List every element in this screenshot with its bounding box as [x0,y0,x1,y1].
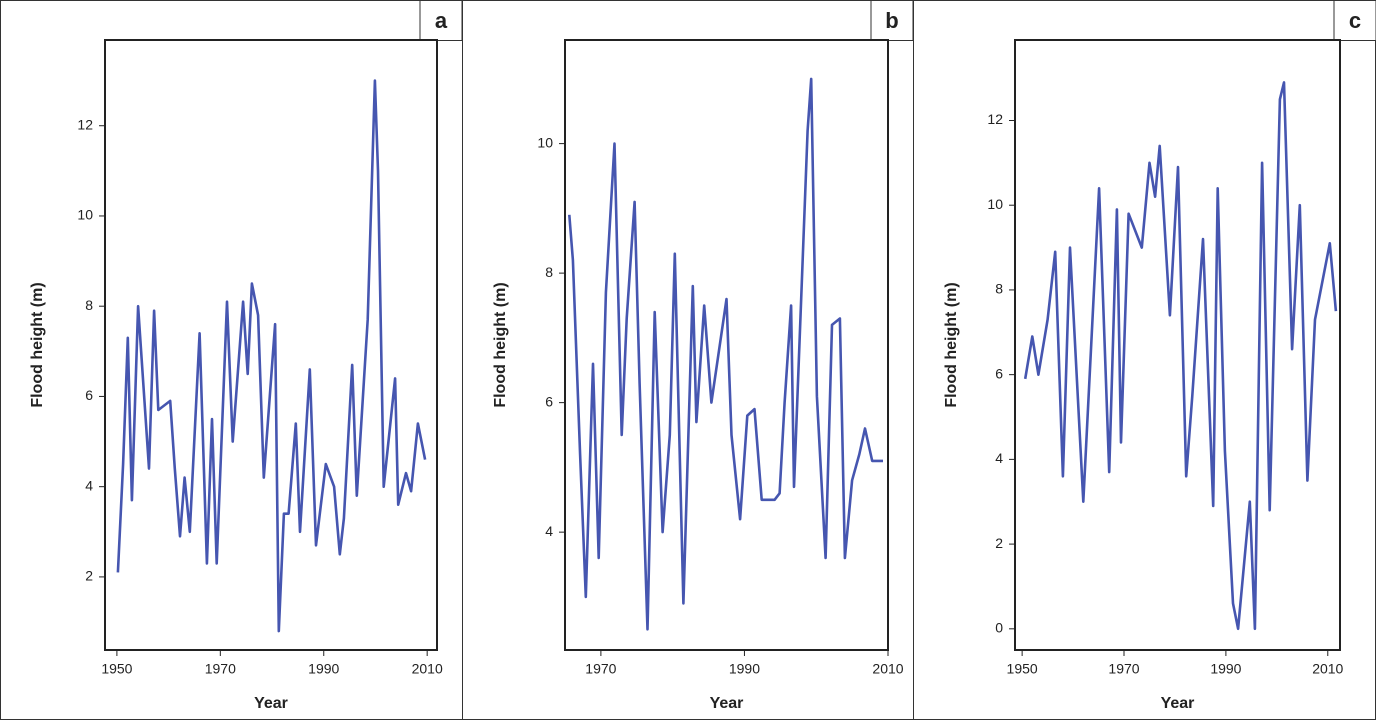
y-tick-label: 10 [537,134,553,150]
panel: b 1970 1990 2010 4 6 8 10 Year Flood height (m) [492,0,914,712]
x-tick-label: 1970 [585,661,616,677]
y-tick-label: 4 [995,450,1003,466]
x-tick-label: 1970 [1108,661,1139,677]
data-line [1023,81,1338,631]
y-axis-title: Flood height (m) [943,282,960,407]
x-axis-title: Year [1161,695,1195,712]
x-tick-label: 1990 [308,661,339,677]
y-tick-label: 4 [85,477,93,493]
x-tick-label: 2010 [1312,661,1343,677]
y-tick-label: 6 [545,393,553,409]
y-tick-label: 4 [545,523,553,539]
x-tick-label: 1950 [101,661,132,677]
panel-label: c [1349,8,1361,33]
y-axis-title: Flood height (m) [29,282,46,407]
panel-label-box [1333,0,1376,41]
panel-label-box [419,0,463,41]
y-tick-label: 2 [85,568,93,584]
x-tick-label: 1950 [1007,661,1038,677]
panel-label-box [870,0,914,41]
x-axis-title: Year [254,695,288,712]
x-tick-label: 1970 [205,661,236,677]
y-tick-label: 12 [987,111,1003,127]
x-tick-label: 2010 [412,661,443,677]
x-axis-title: Year [710,695,744,712]
y-tick-label: 8 [995,281,1003,297]
y-tick-label: 10 [77,207,93,223]
y-tick-label: 12 [77,116,93,132]
plot-frame [104,39,438,651]
y-tick-label: 0 [995,620,1003,636]
x-tick-label: 2010 [872,661,903,677]
y-tick-label: 6 [85,387,93,403]
y-tick-label: 2 [995,535,1003,551]
plot-frame [1014,39,1341,651]
x-tick-label: 1990 [1210,661,1241,677]
plot-frame [564,39,889,651]
panel: a 1950 1970 1990 2010 2 4 6 8 10 12 Year Flood heigh… [29,0,463,712]
y-tick-label: 10 [987,196,1003,212]
panel: c 1950 1970 1990 2010 0 2 4 6 8 10 12 Year Flood heig… [943,0,1376,712]
data-line [116,79,427,633]
panel-label: b [885,8,898,33]
y-axis-title: Flood height (m) [492,282,509,407]
x-tick-label: 1990 [729,661,760,677]
data-line [568,77,883,631]
panel-label: a [435,8,448,33]
y-tick-label: 8 [545,264,553,280]
y-tick-label: 8 [85,297,93,313]
y-tick-label: 6 [995,365,1003,381]
